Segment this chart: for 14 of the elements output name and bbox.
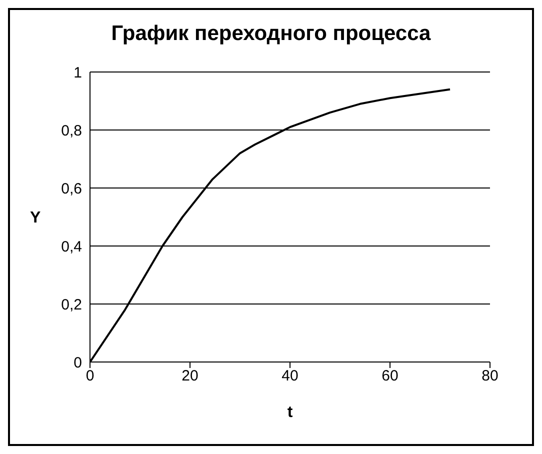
chart-title: График переходного процесса — [110, 22, 432, 47]
x-tick-label: 20 — [182, 368, 198, 385]
x-axis-title: t — [287, 404, 294, 421]
y-tick-label: 0,4 — [61, 238, 82, 256]
y-tick-label: 0,2 — [61, 296, 82, 314]
x-tick-label: 40 — [282, 368, 298, 385]
x-tick-label: 0 — [86, 368, 94, 385]
y-tick-label: 1 — [74, 64, 82, 82]
x-tick-label: 60 — [382, 368, 398, 385]
y-tick-label: 0,6 — [61, 180, 82, 198]
y-tick-label: 0,8 — [61, 122, 82, 140]
y-axis-title: Y — [30, 210, 41, 227]
x-tick-label: 80 — [482, 368, 498, 385]
y-tick-label: 0 — [74, 354, 82, 372]
